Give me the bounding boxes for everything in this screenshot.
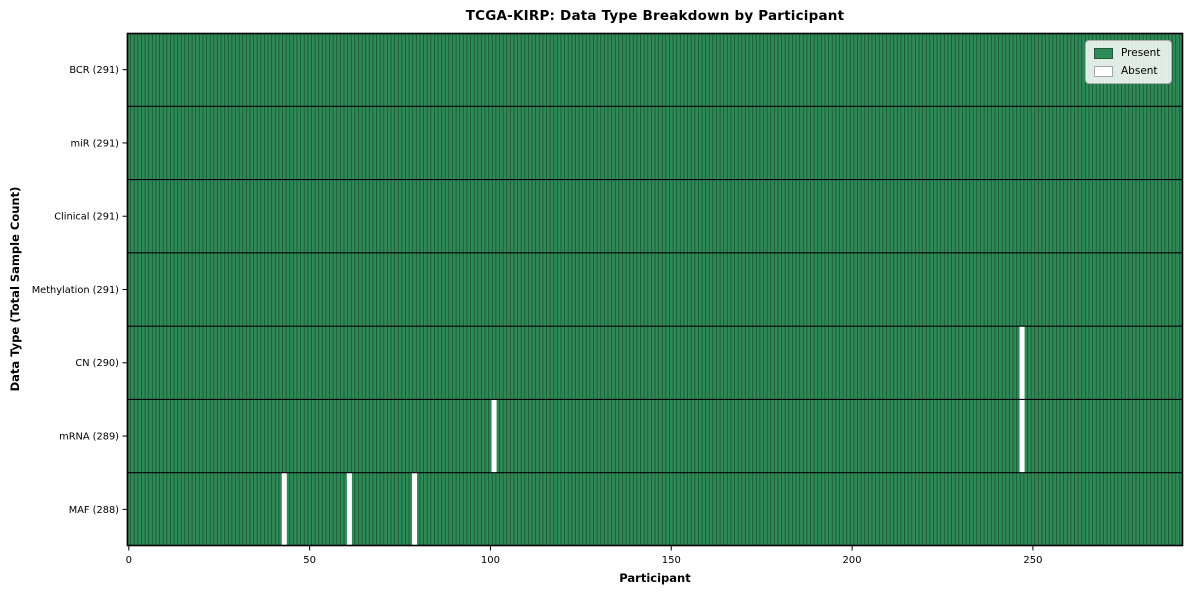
- absent-gap: [1019, 326, 1025, 400]
- legend-label-absent: Absent: [1121, 65, 1158, 77]
- x-tick-label: 0: [126, 555, 132, 566]
- y-tick-label-methylation: Methylation (291): [32, 285, 119, 296]
- chart-title: TCGA-KIRP: Data Type Breakdown by Partic…: [465, 8, 845, 24]
- absent-gap: [491, 399, 497, 473]
- y-tick-label-clinical: Clinical (291): [54, 212, 119, 223]
- x-tick-label: 150: [662, 555, 681, 566]
- legend: Present Absent: [1085, 40, 1173, 84]
- legend-item-present: Present: [1094, 47, 1160, 59]
- y-tick-label-maf: MAF (288): [69, 505, 119, 516]
- present-bars: [127, 33, 1183, 546]
- present-swatch-icon: [1094, 47, 1113, 59]
- absent-gap: [412, 472, 418, 546]
- y-axis-label: Data Type (Total Sample Count): [8, 186, 22, 392]
- y-tick-label-mrna: mRNA (289): [59, 431, 119, 442]
- x-tick-label: 200: [843, 555, 862, 566]
- absent-gap: [346, 472, 352, 546]
- y-tick-label-mir: miR (291): [70, 138, 119, 149]
- plot-border: [126, 32, 1184, 547]
- y-tick-label-bcr: BCR (291): [69, 65, 119, 76]
- absent-swatch-icon: [1094, 65, 1113, 77]
- y-tick-label-cn: CN (290): [75, 358, 119, 369]
- x-tick-label: 100: [481, 555, 500, 566]
- x-axis-label: Participant: [619, 571, 691, 585]
- x-tick-label: 50: [303, 555, 316, 566]
- absent-gap: [281, 472, 287, 546]
- absent-gap: [1019, 399, 1025, 473]
- legend-item-absent: Absent: [1094, 65, 1160, 77]
- legend-label-present: Present: [1121, 47, 1161, 59]
- x-tick-label: 250: [1023, 555, 1042, 566]
